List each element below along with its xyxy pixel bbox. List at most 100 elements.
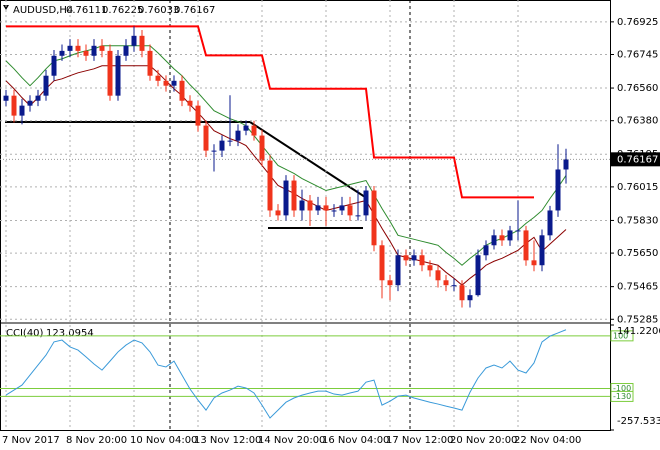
candle-body bbox=[83, 50, 89, 56]
candle-body bbox=[547, 210, 553, 236]
candle-body bbox=[563, 159, 569, 170]
candle-body bbox=[363, 190, 369, 216]
candle-body bbox=[483, 245, 489, 256]
candle-body bbox=[451, 285, 457, 287]
x-tick-label: 17 Nov 12:00 bbox=[386, 435, 453, 446]
x-tick-label: 7 Nov 2017 bbox=[2, 435, 60, 446]
x-tick-label: 8 Nov 20:00 bbox=[66, 435, 127, 446]
candle-body bbox=[331, 210, 337, 212]
candle-body bbox=[339, 205, 345, 211]
indicator-value: 123.0954 bbox=[46, 328, 94, 339]
menu-arrow bbox=[3, 5, 9, 10]
candle-body bbox=[155, 75, 161, 81]
candle-body bbox=[299, 200, 305, 211]
candle-body bbox=[531, 260, 537, 266]
candle-body bbox=[35, 95, 41, 101]
candle-body bbox=[443, 280, 449, 286]
candle-body bbox=[115, 55, 121, 96]
x-tick-label: 16 Nov 04:00 bbox=[322, 435, 389, 446]
x-tick-label: 20 Nov 20:00 bbox=[450, 435, 517, 446]
ohlc-low: 0.76033 bbox=[138, 5, 179, 16]
candle-body bbox=[435, 270, 441, 281]
y-tick-label: 0.76380 bbox=[617, 116, 658, 127]
candle-body bbox=[507, 230, 513, 241]
candle-body bbox=[555, 169, 561, 211]
candle-body bbox=[219, 140, 225, 151]
candle-body bbox=[211, 150, 217, 152]
candle-body bbox=[315, 205, 321, 211]
candle-body bbox=[275, 210, 281, 216]
candle-body bbox=[379, 245, 385, 281]
ohlc-close: 0.76167 bbox=[174, 5, 215, 16]
candle-body bbox=[43, 75, 49, 96]
candle-body bbox=[403, 255, 409, 261]
candle-body bbox=[411, 255, 417, 261]
symbol-title: AUDUSD,H4 bbox=[13, 5, 73, 16]
candle-body bbox=[3, 95, 9, 101]
candle-body bbox=[539, 235, 545, 266]
candle-body bbox=[419, 255, 425, 266]
y-tick-label: 0.76015 bbox=[617, 182, 658, 193]
candle-body bbox=[515, 230, 521, 232]
candle-body bbox=[427, 265, 433, 271]
y-tick-label: 0.75465 bbox=[617, 282, 658, 293]
ohlc-open: 0.76111 bbox=[66, 5, 107, 16]
indicator-line bbox=[5, 45, 567, 266]
candle-body bbox=[283, 180, 289, 216]
candle-body bbox=[259, 135, 265, 161]
y-tick-label: 0.75650 bbox=[617, 248, 658, 259]
candle-body bbox=[67, 45, 73, 51]
candle-body bbox=[123, 45, 129, 56]
x-tick-label: 22 Nov 04:00 bbox=[514, 435, 581, 446]
indicator-title: CCI(40) bbox=[6, 328, 44, 339]
candle-body bbox=[323, 205, 329, 211]
candle-body bbox=[355, 215, 361, 217]
candle-body bbox=[75, 45, 81, 51]
candle-body bbox=[195, 105, 201, 126]
candle-body bbox=[491, 235, 497, 246]
candle-body bbox=[227, 140, 233, 142]
candle-body bbox=[475, 255, 481, 296]
candle-body bbox=[51, 55, 57, 76]
price-box bbox=[611, 152, 660, 167]
plot-frame bbox=[0, 0, 611, 431]
cci-line bbox=[5, 329, 567, 419]
candle-body bbox=[243, 125, 249, 131]
candle-body bbox=[139, 35, 145, 51]
y-tick-label: 141.2206 bbox=[617, 326, 660, 337]
candle-body bbox=[171, 80, 177, 86]
level-label: -130 bbox=[613, 392, 631, 401]
candle-body bbox=[395, 255, 401, 286]
candle-body bbox=[371, 190, 377, 246]
candle-body bbox=[19, 105, 25, 116]
trend-line bbox=[249, 121, 366, 198]
candle-body bbox=[523, 230, 529, 261]
candle-body bbox=[267, 160, 273, 211]
candle-body bbox=[11, 95, 17, 116]
y-tick-label: 0.75830 bbox=[617, 215, 658, 226]
candle-body bbox=[187, 100, 193, 106]
candle-body bbox=[27, 100, 33, 106]
ohlc-high: 0.76225 bbox=[102, 5, 143, 16]
price-label: 0.76167 bbox=[617, 154, 658, 165]
y-tick-label: 0.76745 bbox=[617, 50, 658, 61]
level-label: 100 bbox=[613, 331, 628, 340]
candle-body bbox=[59, 50, 65, 56]
candle-body bbox=[235, 130, 241, 141]
level-box bbox=[610, 390, 634, 402]
drawings bbox=[5, 121, 366, 229]
level-label: -100 bbox=[613, 384, 631, 393]
candle-body bbox=[107, 50, 113, 96]
x-tick-label: 10 Nov 04:00 bbox=[130, 435, 197, 446]
candle-body bbox=[387, 280, 393, 286]
level-box bbox=[610, 330, 634, 342]
x-tick-label: 14 Nov 20:00 bbox=[258, 435, 325, 446]
candle-body bbox=[251, 125, 257, 136]
y-tick-label: 0.76560 bbox=[617, 83, 658, 94]
candle-body bbox=[131, 35, 137, 46]
y-tick-label: -257.5336 bbox=[617, 416, 660, 427]
candle-body bbox=[499, 235, 505, 241]
x-tick-label: 13 Nov 12:00 bbox=[194, 435, 261, 446]
